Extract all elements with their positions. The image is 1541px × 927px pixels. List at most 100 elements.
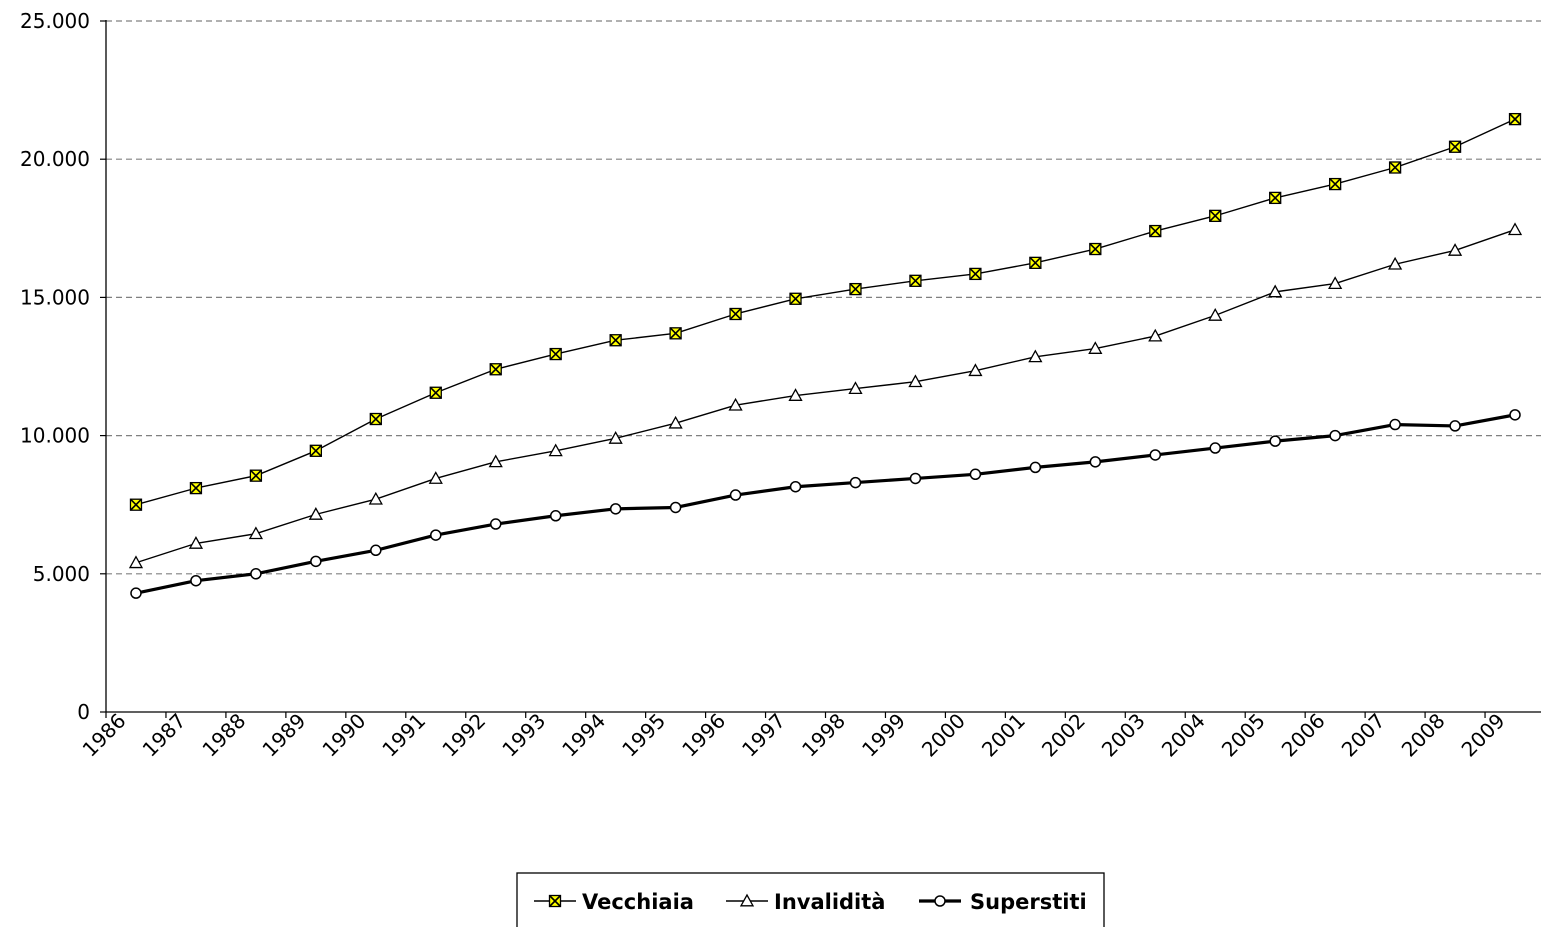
y-tick-label: 15.000 — [20, 285, 90, 309]
marker — [430, 529, 442, 541]
marker-cross — [609, 334, 622, 347]
marker — [608, 431, 623, 444]
data-point — [609, 334, 622, 347]
y-tick-label: 25.000 — [20, 9, 90, 33]
data-point — [1088, 341, 1103, 354]
data-point — [548, 443, 563, 457]
data-point — [1388, 161, 1402, 174]
x-tick-label: 2008 — [1397, 709, 1450, 762]
x-tick-label: 1993 — [497, 709, 550, 762]
data-point — [968, 363, 983, 377]
marker — [190, 574, 202, 587]
data-point — [129, 498, 143, 511]
data-point — [1508, 112, 1522, 126]
marker — [1507, 222, 1523, 236]
marker — [370, 544, 382, 557]
data-point — [1029, 461, 1042, 474]
data-point — [849, 282, 862, 296]
marker-cross — [1508, 113, 1522, 126]
marker — [1209, 442, 1221, 454]
marker-cross — [489, 363, 502, 376]
data-point — [1028, 349, 1043, 363]
marker — [849, 476, 862, 489]
series-vecchiaia — [129, 112, 1522, 511]
data-point — [1269, 435, 1281, 447]
x-tick-label: 1991 — [377, 709, 430, 762]
marker-cross — [909, 274, 922, 287]
data-point — [789, 480, 802, 493]
legend-label: Vecchiaia — [582, 890, 694, 914]
x-tick-label: 2009 — [1457, 709, 1510, 762]
data-point — [310, 555, 322, 568]
marker — [1509, 409, 1521, 421]
data-point — [729, 489, 742, 501]
series-superstiti — [130, 409, 1521, 599]
data-point — [909, 472, 922, 485]
data-point — [1149, 449, 1162, 461]
x-tick-label: 1998 — [797, 709, 850, 762]
data-point — [669, 327, 682, 340]
series-line — [135, 413, 1516, 595]
x-tick-label: 1999 — [857, 709, 910, 762]
series-line — [135, 229, 1516, 564]
data-point — [1148, 328, 1163, 342]
data-point — [190, 574, 202, 587]
marker — [1449, 420, 1461, 432]
marker — [1148, 328, 1163, 342]
data-point — [1389, 418, 1401, 431]
data-point — [1209, 442, 1221, 454]
x-axis-tick-labels: 1986 1987 1988 1989 1990 1991 1992 1993 1994 1995… — [78, 709, 1510, 762]
marker — [128, 555, 144, 569]
data-point — [1507, 222, 1523, 236]
data-point — [1449, 420, 1461, 432]
data-point — [368, 491, 383, 505]
x-tick-label: 2001 — [977, 709, 1030, 762]
marker-cross — [369, 412, 382, 426]
marker-cross — [669, 327, 682, 340]
data-point — [1269, 191, 1282, 205]
x-tick-label: 1992 — [437, 709, 490, 762]
marker-cross — [189, 482, 203, 495]
data-point — [370, 544, 382, 557]
marker-cross — [129, 498, 143, 511]
data-point — [549, 510, 562, 522]
marker — [728, 397, 743, 411]
marker — [1208, 308, 1223, 321]
marker-cross — [549, 347, 562, 361]
data-point — [609, 503, 622, 515]
marker — [1329, 429, 1341, 442]
marker — [739, 893, 755, 907]
x-tick-label: 1989 — [257, 709, 310, 762]
marker-cross — [548, 894, 562, 908]
marker — [1268, 284, 1283, 298]
data-point — [1509, 409, 1521, 421]
x-tick-label: 1995 — [617, 709, 670, 762]
data-point — [1328, 276, 1343, 290]
series-invalidit- — [128, 222, 1523, 569]
data-point — [969, 267, 982, 281]
marker — [968, 363, 983, 377]
x-tick-label: 2000 — [917, 709, 970, 762]
data-point — [549, 347, 562, 361]
data-point — [789, 292, 802, 305]
marker-cross — [1209, 209, 1222, 222]
marker — [609, 503, 622, 515]
y-tick-label: 0 — [77, 700, 90, 724]
data-point — [1029, 256, 1042, 270]
gridlines — [106, 20, 1541, 575]
data-point — [608, 431, 623, 444]
y-tick-label: 5.000 — [33, 562, 90, 586]
data-point — [309, 444, 323, 457]
legend: Vecchiaia Invalidità Superstiti — [516, 872, 1105, 927]
marker-cross — [1149, 224, 1162, 238]
marker-cross — [1089, 242, 1102, 256]
x-tick-label: 1990 — [317, 709, 370, 762]
marker — [549, 510, 562, 522]
data-point — [1268, 284, 1283, 298]
marker-cross — [249, 469, 262, 482]
marker — [1029, 461, 1042, 474]
data-point — [1329, 429, 1341, 442]
data-point — [1447, 243, 1463, 256]
marker-cross — [1029, 256, 1042, 269]
